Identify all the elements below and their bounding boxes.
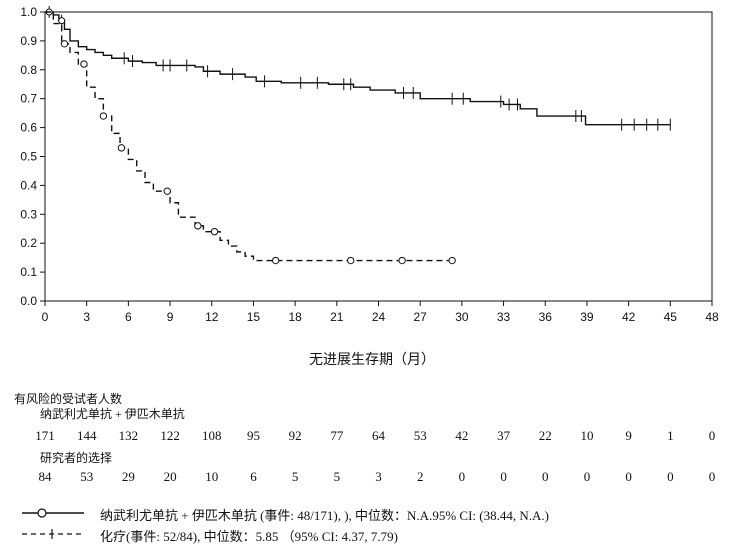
risk-count-cell: 0 [542,469,549,484]
risk-count-cell: 53 [80,469,94,484]
y-tick-label: 0.8 [20,63,37,77]
risk-count-cell: 84 [38,469,52,484]
risk-count-cell: 29 [121,469,135,484]
risk-count-cell: 0 [500,469,507,484]
risk-table-title: 有风险的受试者人数 [14,392,123,406]
x-tick-label: 18 [288,310,302,324]
censor-circle [448,256,456,265]
series-line-1 [45,11,671,126]
risk-count-cell: 0 [583,469,591,484]
risk-count-cell: 37 [497,428,511,443]
risk-count-cell: 77 [330,428,344,443]
legend-solid-circle-symbol [22,508,84,518]
risk-count-cell: 20 [163,469,177,484]
censor-circle [271,256,280,265]
risk-count-cell: 108 [202,428,222,443]
censor-circle [58,17,66,25]
x-tick-label: 0 [42,310,49,324]
risk-count-cell: 53 [413,428,427,443]
risk-count-cell: 95 [246,428,260,443]
risk-count-cell: 0 [708,428,716,443]
axes: 0 3 6 9 12 15 18 21 24 27 30 33 36 39 42 45 480.00.10.20… [20,5,719,324]
y-tick-label: 0.2 [20,236,37,250]
risk-group-label-1: 纳武利尤单抗 + 伊匹木单抗 [40,407,185,421]
risk-count-cell: 132 [118,428,139,443]
y-tick-label: 0.0 [20,294,37,308]
y-tick-label: 0.1 [20,265,37,279]
censor-circle [398,256,406,265]
risk-row-nivo-ipi: 171 144 132 122 108 95 92 77 64 53 42 37 22 10 9 1 0 [0,428,744,446]
y-tick-label: 0.5 [20,150,37,164]
x-tick-label: 27 [414,310,428,324]
legend-dashed-plus-symbol [22,529,84,539]
x-tick-label: 45 [664,310,678,324]
risk-count-cell: 64 [372,428,385,443]
x-tick-label: 6 [125,310,132,324]
y-tick-label: 1.0 [20,5,37,19]
y-tick-label: 0.7 [20,92,37,106]
x-tick-label: 48 [705,310,719,324]
censor-circle [194,222,202,230]
risk-count-cell: 6 [250,469,257,484]
legend-entry-1: 纳武利尤单抗 + 伊匹木单抗 (事件: 48/171), ), 中位数：N.A.… [20,505,720,523]
y-tick-label: 0.3 [20,207,37,221]
legend-text-2: 化疗(事件: 52/84), 中位数：5.85 （95% CI: 4.37, 7… [100,529,398,544]
y-tick-label: 0.9 [20,34,37,48]
risk-count-cell: 5 [291,469,299,484]
risk-count-cell: 10 [580,428,594,443]
x-tick-label: 24 [372,310,386,324]
censor-circle [117,144,126,152]
x-tick-label: 39 [580,310,594,324]
y-tick-label: 0.6 [20,121,37,135]
risk-count-cell: 122 [160,428,180,443]
x-tick-label: 33 [497,310,511,324]
x-tick-label: 12 [205,310,219,324]
legend-text-1: 纳武利尤单抗 + 伊匹木单抗 (事件: 48/171), ), 中位数：N.A.… [100,508,549,523]
risk-count-cell: 0 [708,469,716,484]
plot-frame [44,11,713,302]
risk-count-cell: 5 [333,469,341,484]
legend-entry-2: 化疗(事件: 52/84), 中位数：5.85 （95% CI: 4.37, 7… [20,526,720,544]
risk-count-cell: 22 [538,428,552,443]
x-tick-label: 30 [455,310,469,324]
x-tick-label: 21 [330,310,344,324]
censor-circle [80,60,88,68]
risk-count-cell: 144 [76,428,97,443]
risk-count-cell: 10 [205,469,219,484]
series-layer [45,6,671,265]
x-tick-label: 9 [167,310,174,324]
risk-count-cell: 92 [288,428,302,443]
censor-circle [163,187,171,195]
series-line-2 [45,11,454,262]
censor-circle [60,40,69,48]
x-tick-label: 42 [622,310,636,324]
x-tick-label: 36 [539,310,553,324]
x-tick-label: 3 [83,310,90,324]
risk-row-investigator: 84 53 29 20 10 6 5 5 3 2 0 0 0 0 0 0 0 [0,469,744,487]
x-tick-label: 15 [247,310,261,324]
km-plot: 0 3 6 9 12 15 18 21 24 27 30 33 36 39 42 45 480.00.10.20… [20,5,719,324]
censor-circle [99,112,108,120]
risk-count-cell: 3 [375,469,382,484]
risk-group-label-2: 研究者的选择 [40,451,113,465]
risk-count-cell: 42 [455,428,469,443]
risk-count-cell: 1 [667,428,674,443]
censor-circle [210,227,219,236]
y-tick-label: 0.4 [20,178,37,192]
risk-count-cell: 9 [625,428,632,443]
risk-count-cell: 171 [35,428,55,443]
risk-count-cell: 0 [625,469,632,484]
risk-count-cell: 0 [458,469,466,484]
censor-circle [347,256,355,265]
x-axis-label: 无进展生存期（月） [309,353,435,368]
risk-count-cell: 2 [416,469,424,484]
risk-count-cell: 0 [667,469,674,484]
